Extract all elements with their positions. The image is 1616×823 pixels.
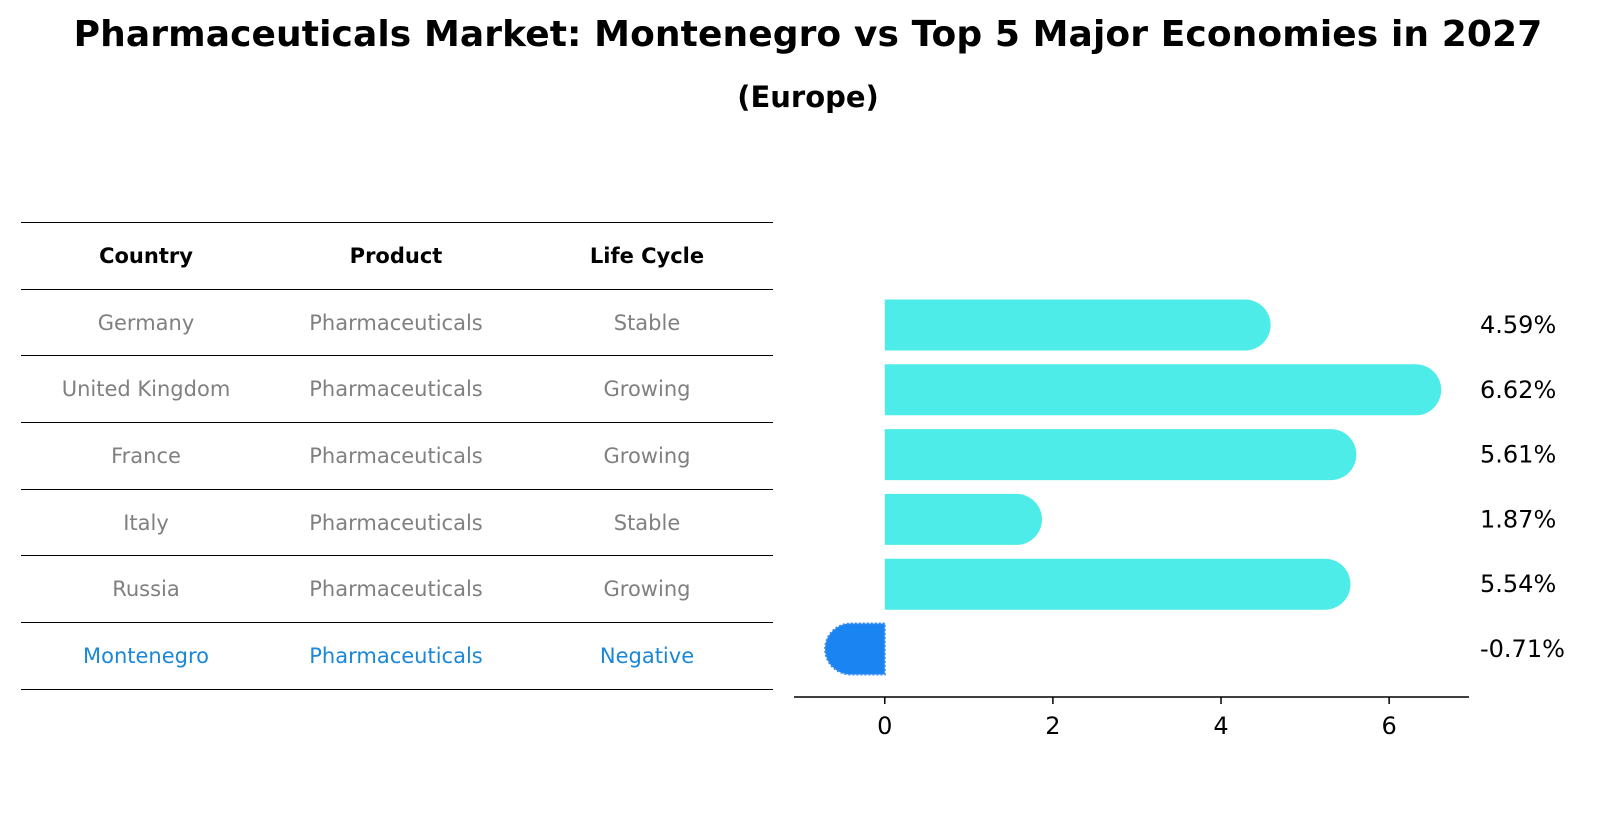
cell-country: United Kingdom xyxy=(21,355,271,424)
cell-life-cycle: Growing xyxy=(521,422,773,490)
cell-product: Pharmaceuticals xyxy=(271,489,521,557)
bar xyxy=(884,493,1042,545)
table-row-highlighted: Montenegro Pharmaceuticals Negative xyxy=(21,622,773,690)
header-life-cycle: Life Cycle xyxy=(521,222,773,290)
table-row: Italy Pharmaceuticals Stable xyxy=(21,489,773,557)
cell-product: Pharmaceuticals xyxy=(271,289,521,357)
x-tick-label: 4 xyxy=(1213,712,1228,740)
cell-country: Russia xyxy=(21,555,271,624)
chart-subtitle: (Europe) xyxy=(737,80,879,114)
table-row: United Kingdom Pharmaceuticals Growing xyxy=(21,355,773,424)
cell-country: Germany xyxy=(21,289,271,357)
table-row: Germany Pharmaceuticals Stable xyxy=(21,289,773,357)
data-label: 1.87% xyxy=(1480,505,1556,533)
cell-country: Italy xyxy=(21,489,271,557)
cell-product: Pharmaceuticals xyxy=(271,622,521,690)
bar xyxy=(884,364,1442,416)
header-country: Country xyxy=(21,222,271,290)
header-product: Product xyxy=(271,222,521,290)
data-label: 5.54% xyxy=(1480,570,1556,598)
data-label: -0.71% xyxy=(1480,635,1565,663)
bar xyxy=(884,429,1357,481)
data-label: 5.61% xyxy=(1480,441,1556,469)
cell-life-cycle: Stable xyxy=(521,489,773,557)
bar xyxy=(884,299,1271,351)
x-tick-label: 0 xyxy=(877,712,892,740)
table-row: France Pharmaceuticals Growing xyxy=(21,422,773,490)
cell-product: Pharmaceuticals xyxy=(271,555,521,624)
x-tick-label: 2 xyxy=(1045,712,1060,740)
table-row: Russia Pharmaceuticals Growing xyxy=(21,555,773,624)
table-header-row: Country Product Life Cycle xyxy=(21,222,773,290)
cell-product: Pharmaceuticals xyxy=(271,355,521,424)
cell-life-cycle: Growing xyxy=(521,355,773,424)
bar xyxy=(884,558,1351,610)
cell-life-cycle: Negative xyxy=(521,622,773,690)
data-label: 4.59% xyxy=(1480,311,1556,339)
cell-country: France xyxy=(21,422,271,490)
bar-negative xyxy=(824,622,886,676)
cell-product: Pharmaceuticals xyxy=(271,422,521,490)
x-tick-label: 6 xyxy=(1382,712,1397,740)
cell-country: Montenegro xyxy=(21,622,271,690)
growth-bar-chart: 4.59% 6.62% 5.61% 1.87% 5.54% -0.71% 0 2 4 6 xyxy=(794,299,1565,740)
data-label: 6.62% xyxy=(1480,376,1556,404)
cell-life-cycle: Stable xyxy=(521,289,773,357)
chart-title: Pharmaceuticals Market: Montenegro vs To… xyxy=(73,14,1543,55)
cell-life-cycle: Growing xyxy=(521,555,773,624)
comparison-table: Country Product Life Cycle Germany Pharm… xyxy=(21,222,773,690)
